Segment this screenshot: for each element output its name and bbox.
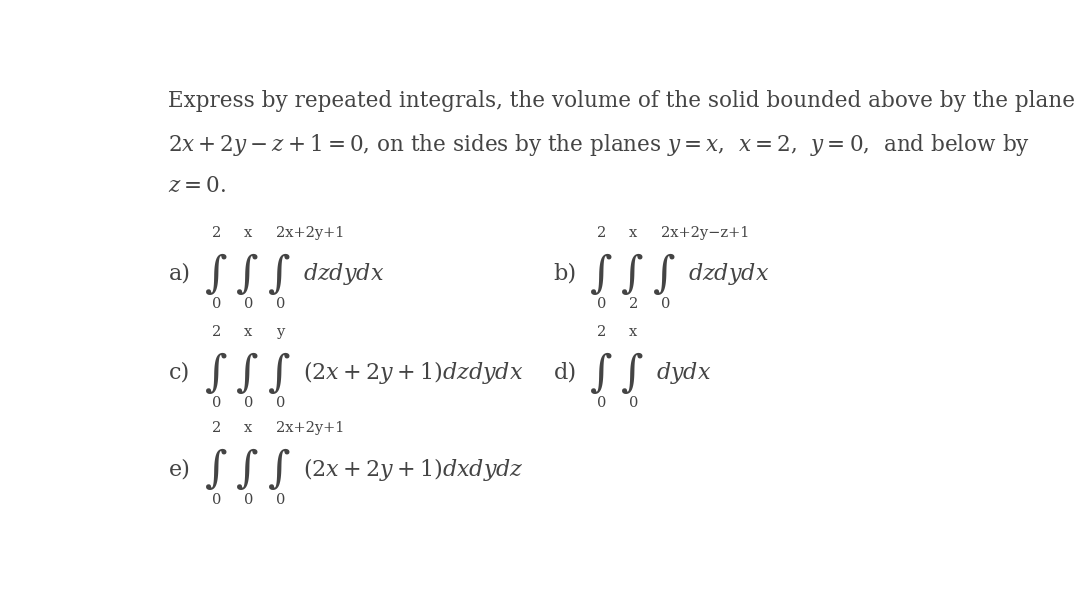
Text: $\int$: $\int$ <box>235 251 259 297</box>
Text: $\int$: $\int$ <box>267 349 291 396</box>
Text: 2: 2 <box>212 325 221 339</box>
Text: e): e) <box>168 458 190 480</box>
Text: 0: 0 <box>212 297 221 312</box>
Text: $\int$: $\int$ <box>204 446 227 492</box>
Text: 2: 2 <box>212 421 221 435</box>
Text: $(2x + 2y + 1)dzdydx$: $(2x + 2y + 1)dzdydx$ <box>303 359 524 386</box>
Text: $2x + 2y - z + 1 = 0$, on the sides by the planes $y = x$,  $x = 2$,  $y = 0$,  : $2x + 2y - z + 1 = 0$, on the sides by t… <box>168 132 1030 159</box>
Text: x: x <box>244 421 252 435</box>
Text: 0: 0 <box>597 297 606 312</box>
Text: 0: 0 <box>629 396 638 410</box>
Text: x: x <box>629 226 637 240</box>
Text: $\int$: $\int$ <box>267 251 291 297</box>
Text: 2: 2 <box>597 325 606 339</box>
Text: 2: 2 <box>212 226 221 240</box>
Text: 0: 0 <box>661 297 670 312</box>
Text: $\int$: $\int$ <box>235 349 259 396</box>
Text: $\int$: $\int$ <box>620 349 644 396</box>
Text: 2x+2y+1: 2x+2y+1 <box>275 421 345 435</box>
Text: $\int$: $\int$ <box>652 251 676 297</box>
Text: $dzdydx$: $dzdydx$ <box>303 261 384 286</box>
Text: 0: 0 <box>244 396 253 410</box>
Text: $(2x + 2y + 1)dxdydz$: $(2x + 2y + 1)dxdydz$ <box>303 456 524 483</box>
Text: $\int$: $\int$ <box>267 446 291 492</box>
Text: $z = 0$.: $z = 0$. <box>168 175 227 196</box>
Text: a): a) <box>168 263 190 285</box>
Text: $\int$: $\int$ <box>204 349 227 396</box>
Text: $\int$: $\int$ <box>589 251 612 297</box>
Text: 2: 2 <box>629 297 638 312</box>
Text: 0: 0 <box>275 297 285 312</box>
Text: Express by repeated integrals, the volume of the solid bounded above by the plan: Express by repeated integrals, the volum… <box>168 90 1076 112</box>
Text: $\int$: $\int$ <box>620 251 644 297</box>
Text: d): d) <box>554 362 577 384</box>
Text: c): c) <box>168 362 190 384</box>
Text: 0: 0 <box>275 396 285 410</box>
Text: 0: 0 <box>244 297 253 312</box>
Text: 0: 0 <box>275 493 285 507</box>
Text: $dzdydx$: $dzdydx$ <box>688 261 769 286</box>
Text: $\int$: $\int$ <box>589 349 612 396</box>
Text: b): b) <box>554 263 577 285</box>
Text: 2x+2y+1: 2x+2y+1 <box>275 226 345 240</box>
Text: 0: 0 <box>244 493 253 507</box>
Text: $\int$: $\int$ <box>204 251 227 297</box>
Text: 0: 0 <box>212 396 221 410</box>
Text: 2x+2y−z+1: 2x+2y−z+1 <box>661 226 750 240</box>
Text: x: x <box>244 226 252 240</box>
Text: y: y <box>275 325 284 339</box>
Text: x: x <box>629 325 637 339</box>
Text: 0: 0 <box>212 493 221 507</box>
Text: 0: 0 <box>597 396 606 410</box>
Text: $dydx$: $dydx$ <box>657 360 712 386</box>
Text: x: x <box>244 325 252 339</box>
Text: 2: 2 <box>597 226 606 240</box>
Text: $\int$: $\int$ <box>235 446 259 492</box>
